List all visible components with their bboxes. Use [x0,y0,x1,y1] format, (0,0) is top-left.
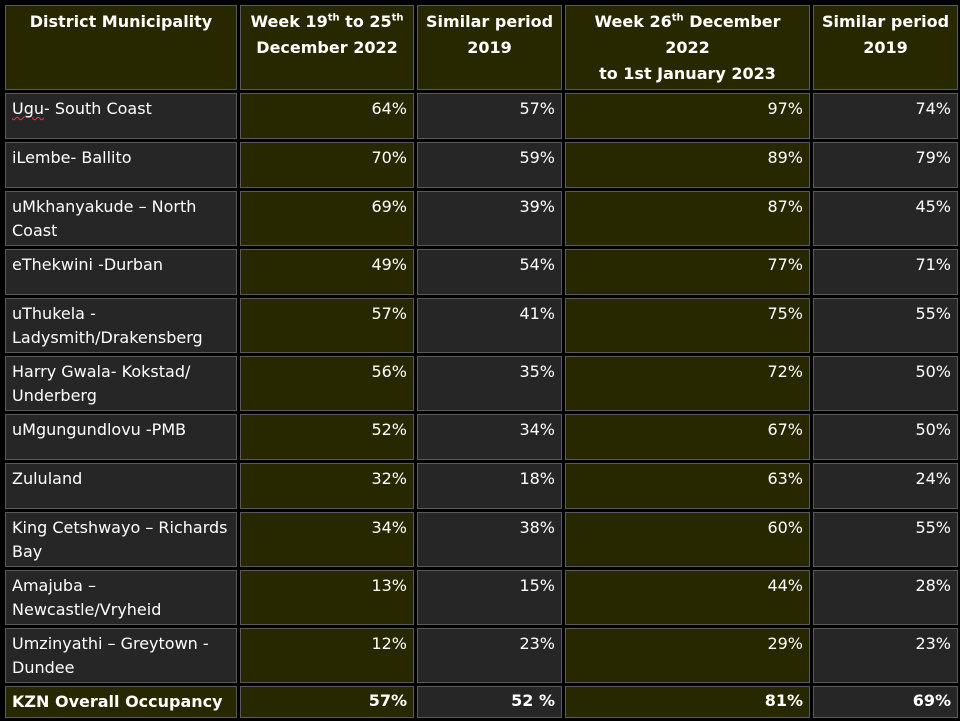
similar2-value: 24% [813,463,958,509]
similar1-value: 34% [417,414,562,460]
district-name-part: Ugu [12,99,45,118]
similar2-value: 74% [813,93,958,139]
table-row: King Cetshwayo – Richards Bay 34% 38% 60% 55… [5,512,958,567]
table-row: Harry Gwala- Kokstad/ Underberg 56% 35% 72%… [5,356,958,411]
district-name: Ugu- South Coast [5,93,237,139]
similar1-value: 59% [417,142,562,188]
district-name: Amajuba – Newcastle/Vryheid [5,570,237,625]
total-row: KZN Overall Occupancy 57% 52 % 81% 69% [5,686,958,718]
district-name: uMgungundlovu -PMB [5,414,237,460]
table-row: uMgungundlovu -PMB 52% 34% 67% 50% [5,414,958,460]
week1-value: 12% [240,628,414,683]
similar2-value: 79% [813,142,958,188]
table-row: uThukela - Ladysmith/Drakensberg 57% 41% 75… [5,298,958,353]
district-name-text: Amajuba – Newcastle/Vryheid [12,576,162,619]
total-week2: 81% [565,686,810,718]
district-name-text: Harry Gwala- Kokstad/ Underberg [12,362,191,405]
similar2-value: 55% [813,512,958,567]
table-row: Zululand 32% 18% 63% 24% [5,463,958,509]
district-name: Zululand [5,463,237,509]
week2-value: 77% [565,249,810,295]
week1-value: 52% [240,414,414,460]
table-row: iLembe- Ballito 70% 59% 89% 79% [5,142,958,188]
similar1-value: 41% [417,298,562,353]
week1-value: 70% [240,142,414,188]
similar2-value: 28% [813,570,958,625]
week1-value: 56% [240,356,414,411]
district-name-text: Zululand [12,469,83,488]
similar1-value: 54% [417,249,562,295]
district-name: Harry Gwala- Kokstad/ Underberg [5,356,237,411]
week2-value: 60% [565,512,810,567]
similar1-value: 15% [417,570,562,625]
week2-value: 97% [565,93,810,139]
district-name-text: uThukela - Ladysmith/Drakensberg [12,304,203,347]
district-name: eThekwini -Durban [5,249,237,295]
week2-value: 87% [565,191,810,246]
week2-value: 72% [565,356,810,411]
total-similar2: 69% [813,686,958,718]
district-name-text: uMkhanyakude – North Coast [12,197,197,240]
header-district: District Municipality [5,5,237,90]
total-name: KZN Overall Occupancy [5,686,237,718]
week1-value: 49% [240,249,414,295]
district-name-text: eThekwini -Durban [12,255,163,274]
week2-value: 29% [565,628,810,683]
district-name-text: uMgungundlovu -PMB [12,420,187,439]
week2-value: 63% [565,463,810,509]
similar1-value: 38% [417,512,562,567]
similar1-value: 18% [417,463,562,509]
district-name: King Cetshwayo – Richards Bay [5,512,237,567]
week1-value: 34% [240,512,414,567]
district-name-text: Umzinyathi – Greytown - Dundee [12,634,209,677]
week1-value: 13% [240,570,414,625]
header-row: District Municipality Week 19th to 25th D… [5,5,958,90]
district-name-text: - South Coast [44,99,152,118]
occupancy-table-image: District Municipality Week 19th to 25th D… [5,5,958,718]
similar1-value: 35% [417,356,562,411]
header-similar-period-1: Similar period 2019 [417,5,562,90]
week2-value: 75% [565,298,810,353]
header-similar-period-2: Similar period 2019 [813,5,958,90]
district-name-text: King Cetshwayo – Richards Bay [12,518,228,561]
district-name: uThukela - Ladysmith/Drakensberg [5,298,237,353]
district-name: iLembe- Ballito [5,142,237,188]
week2-value: 44% [565,570,810,625]
week1-value: 69% [240,191,414,246]
table-row: uMkhanyakude – North Coast 69% 39% 87% 45% [5,191,958,246]
similar1-value: 39% [417,191,562,246]
district-name: uMkhanyakude – North Coast [5,191,237,246]
header-week1: Week 19th to 25th December 2022 [240,5,414,90]
week2-value: 67% [565,414,810,460]
district-name-text: iLembe- Ballito [12,148,132,167]
week1-value: 57% [240,298,414,353]
table-row: eThekwini -Durban 49% 54% 77% 71% [5,249,958,295]
table-row: Amajuba – Newcastle/Vryheid 13% 15% 44% 28% [5,570,958,625]
table-row: Ugu- South Coast 64% 57% 97% 74% [5,93,958,139]
week1-value: 64% [240,93,414,139]
header-week2: Week 26th December 2022 to 1st January 20… [565,5,810,90]
total-similar1: 52 % [417,686,562,718]
similar2-value: 50% [813,414,958,460]
similar2-value: 71% [813,249,958,295]
similar1-value: 57% [417,93,562,139]
similar2-value: 45% [813,191,958,246]
similar2-value: 23% [813,628,958,683]
week2-value: 89% [565,142,810,188]
similar2-value: 50% [813,356,958,411]
total-week1: 57% [240,686,414,718]
similar2-value: 55% [813,298,958,353]
district-name: Umzinyathi – Greytown - Dundee [5,628,237,683]
table-row: Umzinyathi – Greytown - Dundee 12% 23% 29% 2… [5,628,958,683]
week1-value: 32% [240,463,414,509]
similar1-value: 23% [417,628,562,683]
